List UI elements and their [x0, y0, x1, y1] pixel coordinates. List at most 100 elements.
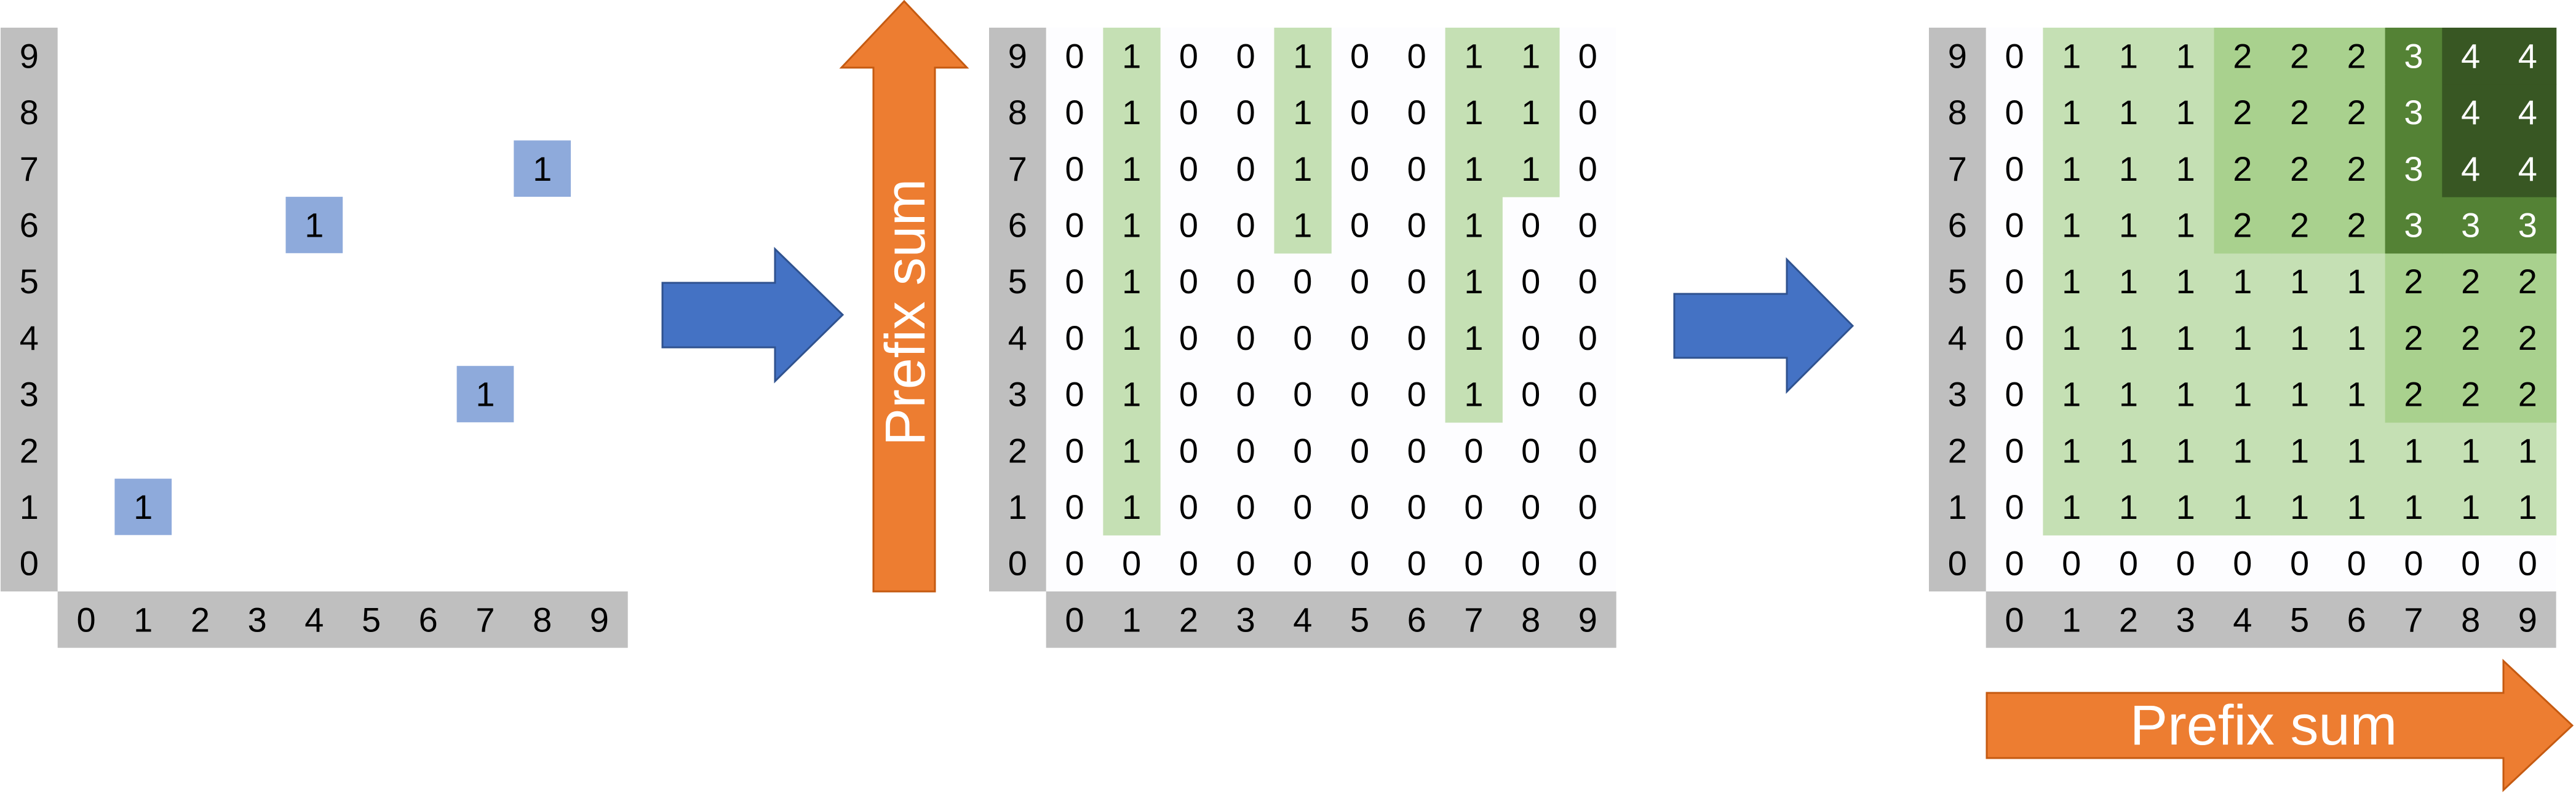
- grid-cell-fill: [2271, 309, 2329, 366]
- grid-cell-value: 1: [1464, 149, 1483, 188]
- grid-cell-value: 3: [2404, 205, 2423, 244]
- grid-cell-value: 0: [1521, 318, 1540, 357]
- grid-cell-value: 2: [2461, 318, 2480, 357]
- grid-cell-fill: [1103, 140, 1161, 197]
- x-tick-label: 1: [133, 600, 153, 639]
- grid-cell-value: 3: [2461, 205, 2480, 244]
- grid-cell-value: 0: [2119, 544, 2138, 583]
- grid-cell-value: 1: [2233, 318, 2252, 357]
- grid-cell-fill: [2157, 84, 2215, 141]
- grid-cell-fill: [2442, 366, 2500, 423]
- grid-cell-fill: [2499, 140, 2557, 197]
- x-tick-label: 3: [2176, 600, 2195, 639]
- grid-cell-fill: [2328, 84, 2386, 141]
- grid-cell-fill: [2442, 28, 2500, 85]
- point-cell: [456, 366, 514, 422]
- grid-cell-value: 0: [1350, 375, 1369, 414]
- grid-cell-value: 0: [1464, 431, 1483, 470]
- grid-cell-value: 0: [1407, 262, 1426, 301]
- grid-cell-value: 0: [1065, 93, 1084, 132]
- grid-cell-value: 0: [1407, 431, 1426, 470]
- y-tick-label: 7: [20, 149, 39, 188]
- grid-cell-fill: [2157, 422, 2215, 480]
- grid-cell-fill: [2157, 253, 2215, 310]
- grid-cell-value: 0: [1407, 375, 1426, 414]
- grid-cell-fill: [2100, 140, 2158, 197]
- grid-cell-value: 0: [1122, 544, 1141, 583]
- grid-cell-value: 2: [2518, 375, 2537, 414]
- x-tick-label: 4: [1293, 600, 1312, 639]
- blue-arrow-1: [661, 247, 845, 384]
- grid-cell-value: 2: [2347, 149, 2366, 188]
- grid-cell-value: 0: [1578, 205, 1597, 244]
- grid-cell-value: 1: [2404, 431, 2423, 470]
- x-tick-label: 8: [533, 600, 552, 639]
- grid-cell-value: 2: [2290, 205, 2309, 244]
- panel2-x-axis-strip: [1046, 591, 1616, 648]
- grid-cell-value: 0: [1521, 262, 1540, 301]
- grid-cell-value: 2: [2461, 262, 2480, 301]
- grid-cell-value: 0: [1293, 375, 1312, 414]
- y-tick-label: 8: [20, 93, 39, 132]
- grid-cell-value: 0: [1407, 318, 1426, 357]
- grid-cell-value: 0: [1350, 318, 1369, 357]
- grid-cell-value: 2: [2461, 375, 2480, 414]
- grid-cell-value: 0: [1464, 488, 1483, 526]
- grid-cell-value: 0: [2005, 318, 2024, 357]
- grid-cell-value: 0: [1350, 93, 1369, 132]
- x-tick-label: 8: [1521, 600, 1540, 639]
- point-cell: [114, 478, 172, 535]
- grid-cell-fill: [1274, 28, 1332, 85]
- y-tick-label: 9: [1948, 36, 1967, 75]
- grid-cell-fill: [2385, 422, 2443, 480]
- grid-cell-value: 1: [2119, 318, 2138, 357]
- grid-cell-value: 1: [1122, 93, 1141, 132]
- grid-cell-fill: [1103, 478, 1161, 535]
- grid-cell-fill: [1103, 422, 1161, 480]
- grid-cell-value: 3: [2518, 205, 2537, 244]
- grid-cell-value: 1: [2176, 375, 2195, 414]
- grid-cell-value: 2: [2347, 205, 2366, 244]
- grid-cell-value: 0: [1236, 488, 1255, 526]
- grid-cell-value: 0: [1236, 149, 1255, 188]
- grid-cell-fill: [1103, 309, 1161, 366]
- x-tick-label: 6: [419, 600, 438, 639]
- grid-cell-value: 0: [1065, 488, 1084, 526]
- y-tick-label: 7: [1008, 149, 1027, 188]
- grid-cell-value: 2: [2290, 93, 2309, 132]
- grid-cell-value: 4: [2461, 36, 2480, 75]
- grid-cell-fill: [1502, 28, 1560, 85]
- grid-cell-value: 0: [1293, 544, 1312, 583]
- grid-cell-fill: [2100, 253, 2158, 310]
- grid-cell-fill: [2100, 422, 2158, 480]
- grid-cell-value: 0: [1350, 205, 1369, 244]
- grid-cell-value: 0: [1065, 36, 1084, 75]
- x-tick-label: 1: [1122, 600, 1141, 639]
- grid-cell-fill: [2385, 140, 2443, 197]
- grid-cell-value: 1: [2119, 431, 2138, 470]
- grid-cell-value: 1: [1293, 149, 1312, 188]
- grid-cell-value: 0: [1293, 431, 1312, 470]
- grid-cell-value: 0: [2005, 262, 2024, 301]
- grid-cell-fill: [1502, 84, 1560, 141]
- grid-cell-value: 1: [2233, 488, 2252, 526]
- panel1-points: 1 1 1 1: [114, 140, 571, 535]
- grid-cell-value: 1: [2518, 431, 2537, 470]
- y-tick-label: 2: [1008, 431, 1027, 470]
- grid-cell-fill: [2100, 28, 2158, 85]
- grid-cell-value: 2: [2404, 375, 2423, 414]
- grid-cell-fill: [2385, 28, 2443, 85]
- grid-cell-value: 0: [1236, 544, 1255, 583]
- grid-cell-value: 0: [2005, 375, 2024, 414]
- grid-cell-value: 1: [2062, 488, 2081, 526]
- grid-cell-value: 0: [1179, 36, 1198, 75]
- grid-cell-fill: [2328, 309, 2386, 366]
- grid-cell-value: 1: [2062, 375, 2081, 414]
- grid-cell-value: 0: [1407, 36, 1426, 75]
- y-tick-label: 0: [1948, 544, 1967, 583]
- grid-cell-value: 0: [1350, 431, 1369, 470]
- grid-cell-value: 0: [2005, 544, 2024, 583]
- grid-cell-value: 0: [1407, 544, 1426, 583]
- panel1-x-axis-strip: [57, 591, 628, 648]
